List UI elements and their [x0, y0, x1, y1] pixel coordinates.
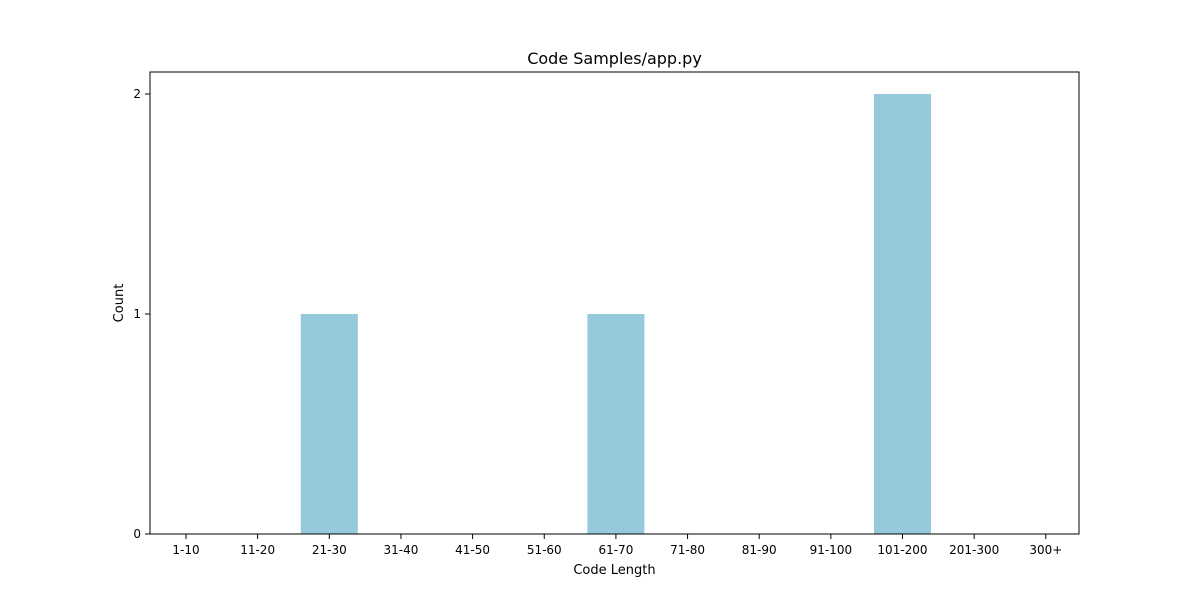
axes-group: 1-10 11-20 21-30 31-40 41-50 51-60 61-70 71-80 8…: [133, 87, 1062, 557]
x-tick-label: 31-40: [384, 543, 419, 557]
y-axis-label: Count: [112, 284, 127, 323]
x-tick-label: 300+: [1029, 543, 1062, 557]
x-tick-label: 61-70: [598, 543, 633, 557]
bar-61-70: [587, 314, 645, 534]
x-tick-label: 71-80: [670, 543, 705, 557]
x-tick-label: 81-90: [742, 543, 777, 557]
x-tick-label: 21-30: [312, 543, 347, 557]
x-tick-label: 101-200: [877, 543, 927, 557]
x-tick-label: 11-20: [240, 543, 275, 557]
y-tick-label: 0: [133, 527, 141, 541]
bars-group: [300, 94, 931, 534]
y-tick-label: 2: [133, 87, 141, 101]
bar-21-30: [300, 314, 358, 534]
bar-101-200: [874, 94, 931, 534]
x-tick-label: 1-10: [172, 543, 199, 557]
x-axis-label: Code Length: [573, 563, 655, 578]
x-tick-label: 41-50: [455, 543, 490, 557]
chart-title: Code Samples/app.py: [527, 49, 702, 68]
x-tick-label: 51-60: [527, 543, 562, 557]
plot-frame: [149, 71, 1080, 535]
x-tick-label: 91-100: [810, 543, 853, 557]
y-tick-label: 1: [133, 307, 141, 321]
x-tick-label: 201-300: [949, 543, 999, 557]
